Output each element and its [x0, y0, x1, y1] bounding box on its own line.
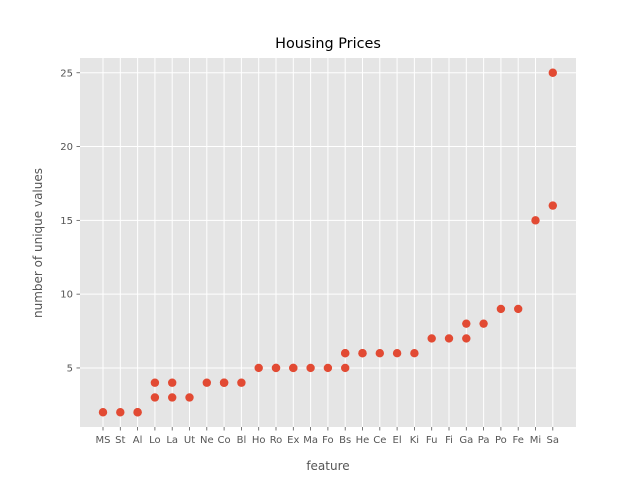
x-tick-label: Ne — [200, 435, 214, 446]
data-point — [219, 378, 229, 387]
x-tick-label: He — [356, 435, 370, 446]
data-point — [202, 378, 211, 387]
x-tick-label: Fo — [322, 435, 334, 446]
y-axis-ticks: 5 10 15 20 25 — [60, 68, 80, 374]
data-point — [133, 408, 142, 417]
x-tick-label: Ro — [270, 435, 283, 446]
data-point — [548, 68, 557, 77]
data-point — [150, 378, 160, 387]
data-point — [341, 349, 350, 358]
x-tick-label: La — [166, 435, 178, 446]
data-point — [392, 349, 402, 358]
data-point — [168, 378, 177, 387]
data-point — [271, 363, 281, 373]
data-points — [98, 68, 557, 417]
data-point — [98, 408, 108, 417]
data-point — [427, 334, 436, 343]
chart-title: Housing Prices — [275, 36, 381, 52]
data-point — [462, 319, 471, 328]
x-tick-label: Ho — [252, 435, 266, 446]
data-point — [410, 349, 419, 358]
y-tick-label: 20 — [60, 142, 73, 153]
x-tick-label: Ma — [303, 435, 318, 446]
x-tick-label: Bs — [339, 435, 351, 446]
data-point — [341, 363, 350, 373]
x-axis-label: feature — [306, 459, 349, 473]
y-tick-label: 15 — [60, 216, 73, 227]
data-point — [548, 201, 557, 210]
y-tick-label: 25 — [60, 68, 73, 79]
x-tick-label: Fi — [445, 435, 453, 446]
data-point — [531, 216, 540, 225]
x-tick-label: Bl — [237, 435, 247, 446]
data-point — [306, 363, 315, 373]
data-point — [237, 378, 246, 387]
x-tick-label: Ki — [410, 435, 419, 446]
data-point — [375, 349, 384, 358]
y-tick-label: 10 — [60, 290, 73, 301]
x-tick-label: El — [393, 435, 402, 446]
x-axis-ticks: MS St Al Lo La Ut Ne Co Bl Ho Ro Ex Ma Fo Bs He Ce El Ki Fu… — [96, 427, 559, 446]
x-tick-label: Ce — [373, 435, 386, 446]
data-point — [289, 363, 298, 373]
x-tick-label: Co — [218, 435, 231, 446]
x-tick-label: St — [115, 435, 125, 446]
data-point — [185, 393, 194, 402]
data-point — [514, 304, 523, 314]
x-tick-label: Fu — [426, 435, 438, 446]
data-point — [150, 393, 160, 402]
data-point — [168, 393, 177, 402]
x-tick-label: Ga — [459, 435, 473, 446]
x-tick-label: Al — [133, 435, 143, 446]
data-point — [254, 363, 263, 373]
y-tick-label: 5 — [67, 363, 73, 374]
x-tick-label: Sa — [547, 435, 559, 446]
data-point — [116, 408, 125, 417]
x-tick-label: Po — [495, 435, 507, 446]
data-point — [462, 334, 471, 343]
data-point — [358, 349, 367, 358]
x-tick-label: Lo — [149, 435, 161, 446]
data-point — [444, 334, 454, 343]
x-tick-label: Pa — [478, 435, 490, 446]
y-axis-label: number of unique values — [31, 168, 45, 318]
data-point — [496, 304, 506, 314]
data-point — [479, 319, 488, 328]
data-point — [323, 363, 333, 373]
x-tick-label: Ex — [287, 435, 299, 446]
x-tick-label: Fe — [513, 435, 524, 446]
x-tick-label: Ut — [184, 435, 195, 446]
x-tick-label: Mi — [530, 435, 541, 446]
x-tick-label: MS — [96, 435, 111, 446]
